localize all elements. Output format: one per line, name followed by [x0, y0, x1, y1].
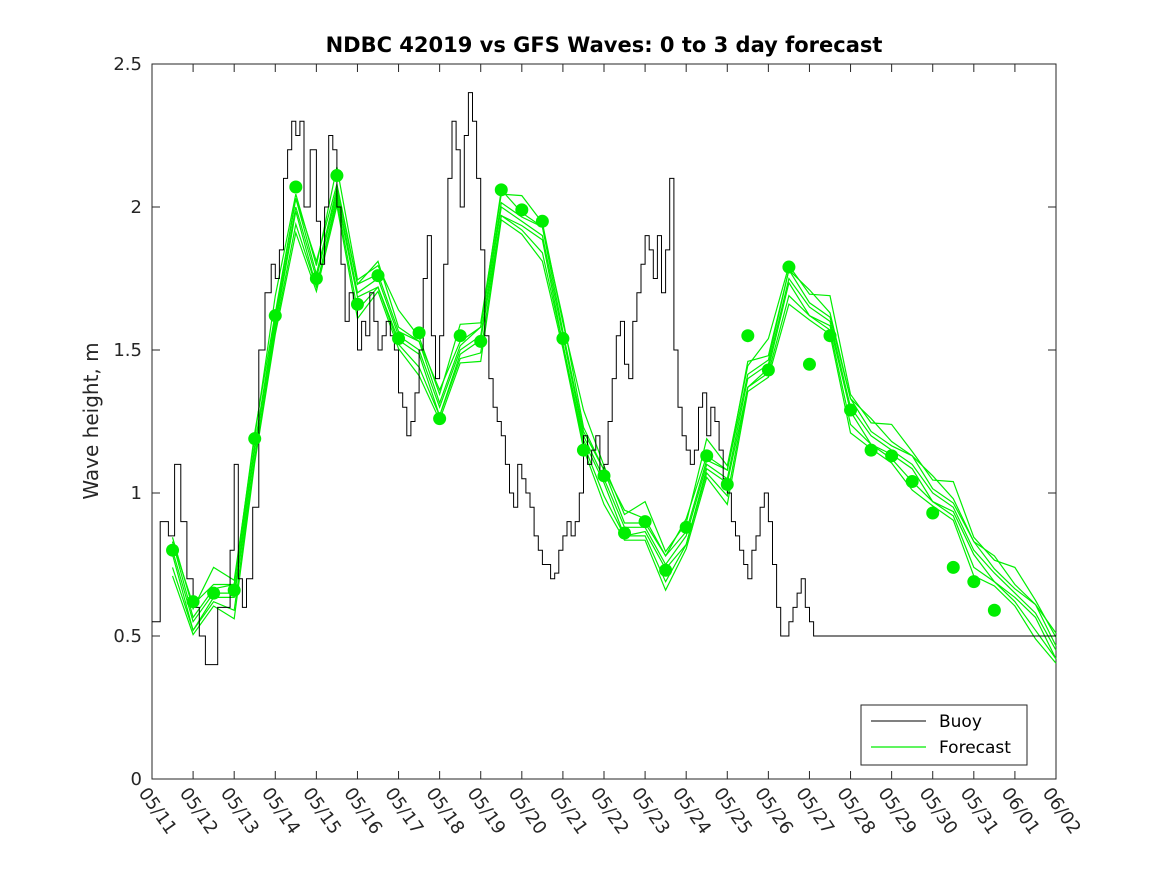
y-tick-label: 0 — [131, 769, 142, 790]
forecast-point — [741, 329, 755, 343]
forecast-point — [720, 477, 734, 491]
forecast-point — [802, 357, 816, 371]
y-tick-label: 1.5 — [113, 340, 142, 361]
forecast-point — [782, 260, 796, 274]
forecast-point — [392, 332, 406, 346]
forecast-line — [171, 196, 1057, 660]
legend-box — [860, 704, 1028, 766]
forecast-point — [885, 449, 899, 463]
plot-area: 00.511.522.505/1105/1205/1305/1405/1505/… — [113, 54, 1085, 838]
forecast-point — [166, 543, 180, 557]
forecast-point — [371, 269, 385, 283]
y-axis-label: Wave height, m — [79, 342, 103, 499]
forecast-point — [618, 526, 632, 540]
y-tick-label: 1 — [131, 483, 142, 504]
forecast-point — [433, 412, 447, 426]
forecast-point — [289, 180, 303, 194]
forecast-point — [412, 326, 426, 340]
forecast-point — [556, 332, 570, 346]
forecast-point — [761, 363, 775, 377]
forecast-point — [309, 272, 323, 285]
axes-box — [151, 63, 1057, 780]
forecast-point — [926, 506, 940, 520]
chart-title: NDBC 42019 vs GFS Waves: 0 to 3 day fore… — [326, 33, 883, 57]
forecast-line — [171, 166, 1057, 638]
y-tick-label: 2.5 — [113, 54, 142, 75]
buoy-line — [152, 92, 1056, 666]
forecast-point — [330, 169, 344, 183]
forecast-point — [535, 214, 549, 228]
y-tick-label: 2 — [131, 197, 142, 218]
forecast-point — [494, 183, 508, 197]
forecast-point — [905, 475, 919, 489]
forecast-point — [864, 443, 878, 457]
forecast-line — [171, 192, 1057, 651]
forecast-point — [227, 583, 241, 597]
forecast-point — [474, 334, 488, 348]
forecast-point — [350, 297, 364, 311]
forecast-point — [515, 203, 529, 217]
forecast-point — [453, 329, 467, 343]
forecast-point — [659, 563, 673, 577]
forecast-point — [823, 329, 837, 343]
forecast-point — [700, 449, 714, 463]
y-tick-label: 0.5 — [113, 626, 142, 647]
forecast-point — [638, 515, 652, 529]
legend-buoy-label: Buoy — [939, 712, 982, 732]
forecast-point — [576, 443, 590, 457]
forecast-point — [597, 469, 611, 483]
forecast-point — [967, 575, 981, 589]
forecast-point — [679, 520, 693, 534]
legend-forecast-label: Forecast — [939, 738, 1011, 758]
forecast-point — [186, 595, 200, 609]
forecast-point — [844, 403, 858, 417]
forecast-point — [946, 560, 960, 574]
forecast-point — [268, 309, 282, 323]
forecast-point — [987, 603, 1001, 617]
forecast-point — [248, 432, 262, 446]
forecast-point — [207, 586, 221, 600]
